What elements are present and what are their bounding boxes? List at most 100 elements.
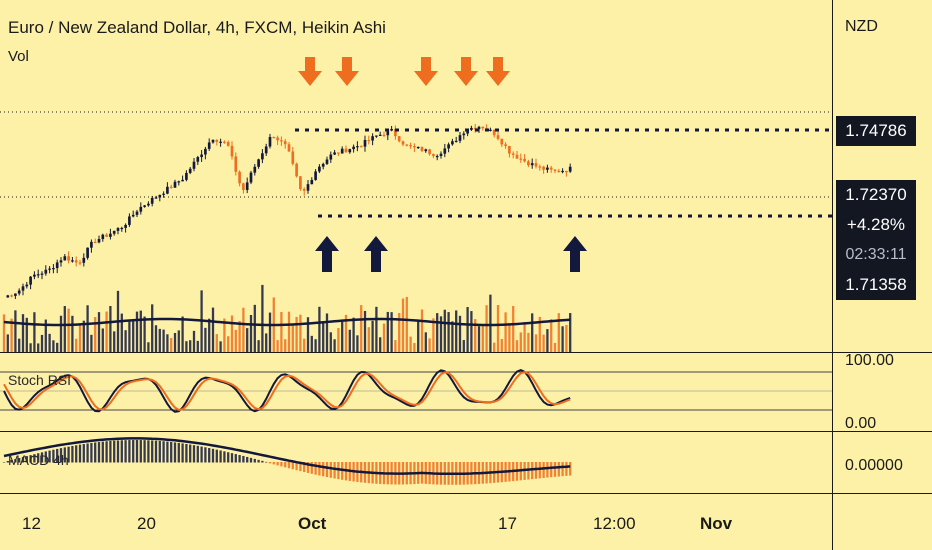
- candle-body: [245, 182, 249, 190]
- candle-body: [477, 126, 481, 130]
- volume-bar: [143, 316, 146, 352]
- volume-bar: [105, 311, 108, 352]
- candle-body: [386, 130, 390, 136]
- volume-bar: [166, 334, 169, 352]
- volume-bar: [515, 340, 519, 352]
- volume-bar: [504, 312, 507, 352]
- volume-bar: [303, 338, 306, 352]
- stoch-lower-label: 0.00: [845, 415, 877, 432]
- macd-bar: [25, 456, 28, 463]
- volume-bar: [147, 342, 150, 352]
- candle-body: [530, 163, 534, 166]
- candle-body: [454, 140, 458, 143]
- macd-bar: [215, 449, 218, 463]
- macd-bar: [230, 453, 234, 463]
- candle-body: [458, 135, 462, 141]
- volume-bar: [78, 323, 82, 352]
- volume-bar: [71, 315, 74, 352]
- macd-bar: [261, 460, 264, 463]
- candle-body: [63, 256, 67, 261]
- candle-body: [481, 126, 485, 129]
- pane-separator[interactable]: [0, 352, 932, 353]
- candle-body: [382, 134, 386, 136]
- volume-bar: [10, 318, 13, 352]
- candle-body: [78, 262, 82, 264]
- volume-bar: [420, 309, 424, 352]
- volume-bar: [21, 314, 25, 352]
- volume-bar: [527, 332, 530, 352]
- volume-bar: [154, 325, 158, 352]
- candle-body: [10, 295, 13, 297]
- down-arrow: [335, 57, 359, 86]
- candle-body: [405, 144, 409, 146]
- down-arrow: [414, 57, 438, 86]
- volume-bar: [257, 340, 260, 352]
- candle-body: [435, 155, 439, 158]
- candle-body: [128, 216, 131, 225]
- macd-bar: [124, 440, 127, 463]
- macd-zero-label: 0.00000: [845, 457, 903, 474]
- candle-body: [204, 148, 207, 155]
- macd-bar: [538, 462, 541, 479]
- candle-body: [124, 224, 127, 228]
- volume-bar: [432, 318, 435, 352]
- macd-bar: [295, 462, 298, 471]
- up-arrows: [315, 236, 587, 272]
- volume-bar: [75, 338, 78, 352]
- candle-body: [352, 146, 355, 150]
- volume-bar: [485, 305, 488, 352]
- candle-body: [378, 134, 382, 136]
- volume-bar: [409, 336, 412, 352]
- candle-body: [215, 139, 219, 142]
- down-arrows: [298, 57, 510, 86]
- candle-body: [147, 203, 150, 206]
- macd-bar: [105, 441, 108, 463]
- candle-body: [109, 233, 112, 237]
- candle-body: [261, 153, 264, 160]
- volume-bar: [151, 304, 154, 352]
- time-axis-separator: [0, 493, 932, 494]
- candle-body: [29, 276, 32, 285]
- candle-body: [139, 206, 143, 212]
- down-arrow: [454, 57, 478, 86]
- volume-bar: [333, 339, 336, 352]
- candle-body: [276, 137, 279, 141]
- candle-body: [166, 186, 169, 194]
- volume-bar: [557, 313, 560, 352]
- volume-bar: [284, 339, 287, 352]
- macd-bar: [200, 446, 203, 463]
- volume-bar: [287, 311, 291, 352]
- macd-bar: [234, 454, 237, 463]
- volume-bar: [52, 340, 55, 352]
- volume-bar: [223, 318, 226, 352]
- candle-body: [416, 146, 420, 149]
- candle-body: [394, 128, 397, 137]
- volume-bar: [173, 332, 177, 352]
- candle-body: [181, 179, 184, 182]
- volume-bar: [139, 310, 142, 352]
- candle-body: [432, 154, 435, 157]
- candle-body: [86, 247, 89, 258]
- volume-bar: [6, 334, 9, 352]
- candle-body: [413, 146, 416, 148]
- macd-bar: [120, 440, 123, 463]
- volume-bar: [196, 340, 199, 352]
- candle-body: [101, 234, 105, 240]
- macd-bar: [192, 445, 196, 463]
- volume-bar: [2, 314, 6, 352]
- volume-bar: [329, 332, 332, 352]
- macd-bar: [287, 462, 291, 469]
- macd-bar: [333, 462, 336, 479]
- volume-bar: [230, 315, 234, 352]
- volume-bar: [14, 310, 17, 352]
- pane-separator[interactable]: [0, 431, 932, 432]
- candle-body: [508, 145, 511, 154]
- candle-body: [287, 144, 291, 152]
- x-tick-label: 12:00: [593, 514, 636, 533]
- macd-bar: [82, 444, 85, 463]
- candle-body: [492, 129, 496, 136]
- volume-bar: [394, 340, 397, 352]
- macd-bar: [71, 445, 74, 463]
- macd-bar: [56, 448, 59, 463]
